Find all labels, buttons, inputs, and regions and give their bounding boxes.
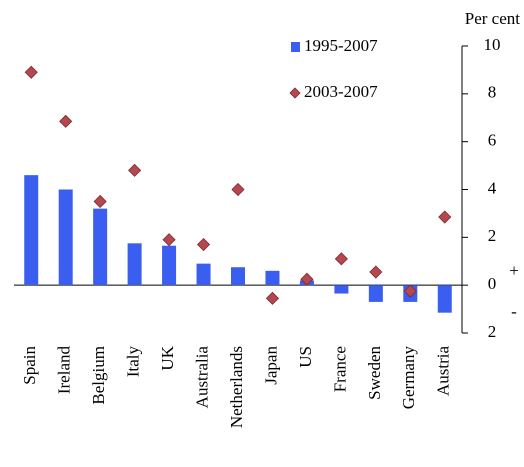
y-tick-label: 4 <box>488 178 497 197</box>
bar <box>162 245 177 286</box>
diamond-marker <box>334 252 348 266</box>
x-tick-label: Austria <box>434 346 453 397</box>
bar <box>58 189 73 286</box>
x-tick-label: France <box>330 346 349 392</box>
diamond-marker <box>265 291 280 305</box>
x-tick-label: Japan <box>261 346 280 385</box>
diamond-marker <box>403 284 417 298</box>
y-tick-label: 2 <box>488 226 497 245</box>
x-tick-label: Sweden <box>365 346 384 400</box>
x-tick-label: US <box>296 346 315 368</box>
x-tick-label: Italy <box>124 346 143 378</box>
x-tick-label: Ireland <box>55 346 74 395</box>
y-axis-label: Per cent <box>465 9 521 28</box>
y-tick-label: 10 <box>484 35 501 54</box>
diamond-marker <box>59 114 73 128</box>
legend-label: 2003-2007 <box>304 82 378 101</box>
bar <box>231 267 245 286</box>
x-tick-label: UK <box>158 345 177 370</box>
diamond-marker <box>196 237 211 252</box>
bar <box>368 285 383 302</box>
diamond-marker <box>93 194 107 209</box>
diamond-marker <box>300 272 314 286</box>
y-tick-label: 0 <box>488 274 497 293</box>
bar <box>334 285 349 294</box>
legend-label: 1995-2007 <box>304 36 378 55</box>
diamond-marker <box>369 265 383 279</box>
x-tick-label: Belgium <box>89 346 108 405</box>
legend-swatch <box>291 42 300 52</box>
bar <box>437 285 452 313</box>
diamond-marker <box>231 182 245 197</box>
x-tick-label: Spain <box>20 346 39 385</box>
x-tick-label: Germany <box>399 346 418 410</box>
bar <box>127 243 142 286</box>
legend-swatch <box>289 87 301 99</box>
annotation: + <box>509 261 519 280</box>
bar <box>265 270 280 286</box>
x-tick-label: Australia <box>192 346 211 409</box>
x-tick-label: Netherlands <box>227 346 246 428</box>
diamond-marker <box>162 233 176 247</box>
diamond-marker <box>438 210 452 224</box>
bar <box>196 263 211 286</box>
diamond-marker <box>24 65 38 79</box>
annotation: - <box>511 302 517 321</box>
diamond-marker <box>128 163 142 177</box>
y-tick-label: 6 <box>488 131 497 150</box>
bar <box>24 175 39 286</box>
y-tick-label: 8 <box>488 83 497 102</box>
bar <box>93 208 108 286</box>
y-tick-label: 2 <box>488 322 497 341</box>
